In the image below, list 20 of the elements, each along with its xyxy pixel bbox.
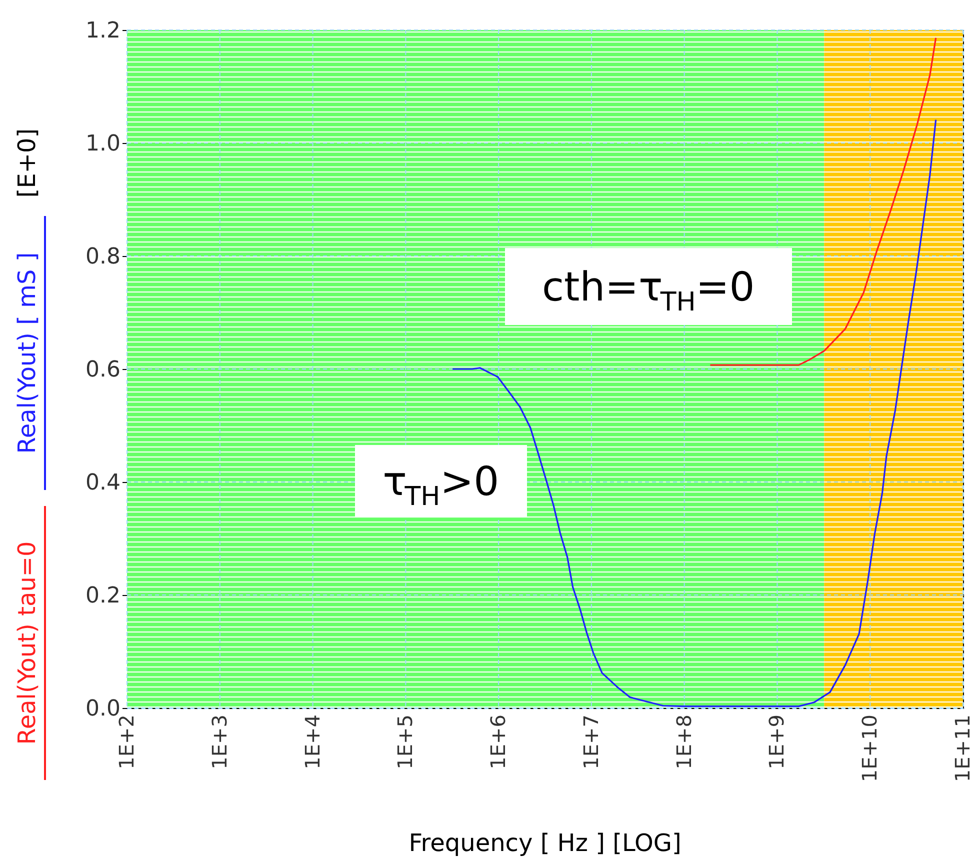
y-tick-label: 0.4 [86, 470, 120, 496]
x-tick-label: 1E+8 [672, 714, 696, 770]
x-tick-label: 1E+4 [300, 714, 324, 770]
text: Real(Yout) [ mS ] [13, 252, 41, 454]
y-tick-label: 0.2 [86, 584, 120, 608]
x-tick-label: 1E+6 [486, 714, 510, 770]
x-tick-label: 1E+7 [578, 714, 603, 770]
x-axis-title: Frequency [ Hz ] [LOG] [408, 829, 682, 857]
x-tick-label: 1E+3 [207, 714, 232, 770]
x-tick-label: 1E+9 [764, 714, 789, 770]
x-tick-label: 1E+5 [393, 714, 418, 770]
x-tick-label: 1E+2 [114, 714, 138, 770]
x-tick-label: 1E+10 [858, 714, 882, 782]
y-tick-label: 1.0 [86, 132, 120, 156]
y-tick-label: 0.6 [86, 358, 120, 382]
y-axis-title: [E+0] [13, 128, 41, 198]
y-tick-label: 1.2 [86, 18, 120, 44]
x-tick-label: 1E+11 [950, 714, 973, 782]
text: Real(Yout) tau=0 [13, 541, 41, 745]
y-tick-label: 0.8 [86, 244, 120, 270]
